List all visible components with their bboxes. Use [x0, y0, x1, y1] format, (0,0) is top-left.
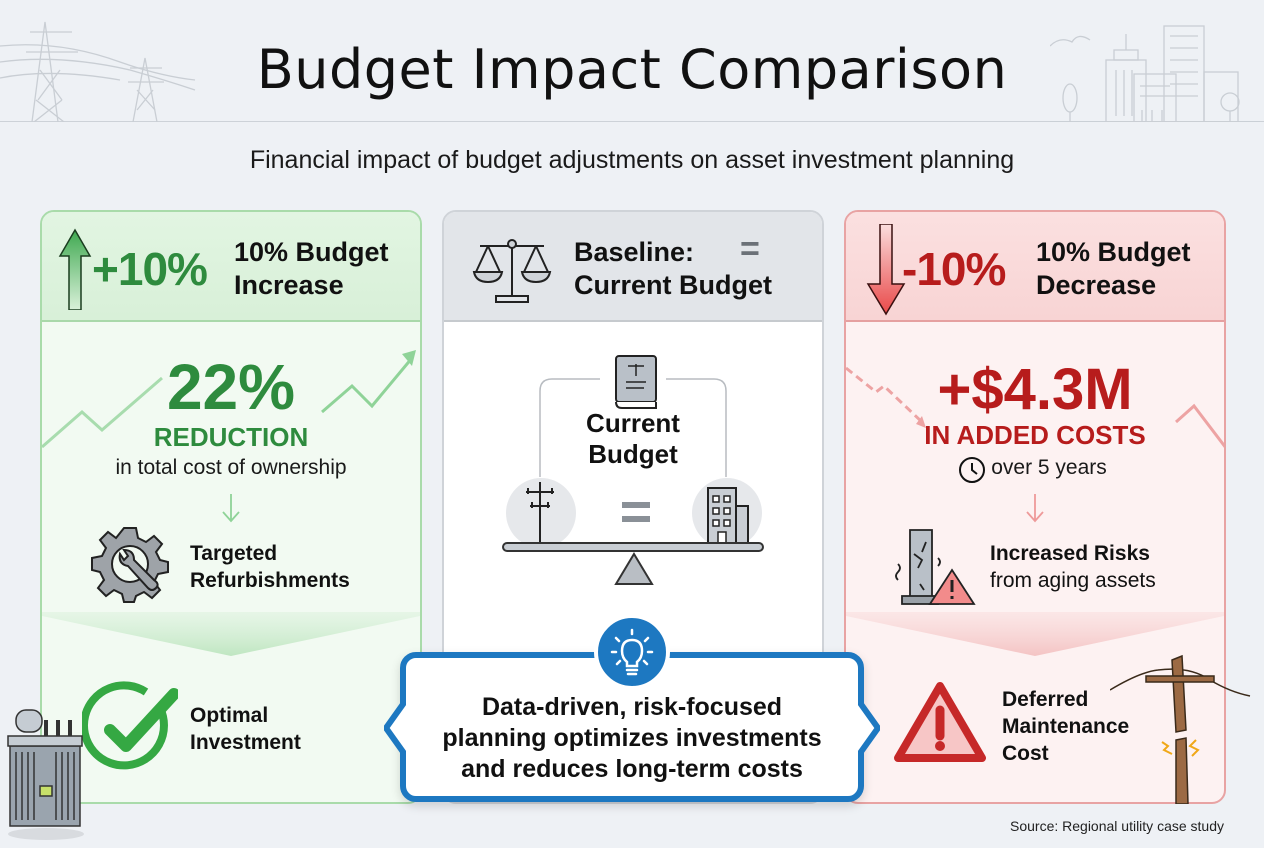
callout-line: Data-driven, risk-focused [481, 693, 783, 721]
current-budget-center-label: Current Budget [444, 408, 822, 470]
targeted-refurbishments-label: Targeted Refurbishments [190, 540, 350, 594]
decrease-label: 10% Budget Decrease [1036, 236, 1191, 302]
callout-left-notch [384, 700, 406, 756]
increase-percent: +10% [92, 243, 208, 295]
equals-icon: = [740, 230, 760, 268]
added-costs-kicker: IN ADDED COSTS [924, 420, 1146, 450]
scales-of-justice-icon [472, 239, 552, 303]
balance-equals-icon [622, 502, 650, 522]
up-arrow-icon [58, 228, 92, 310]
lightbulb-icon [610, 628, 654, 676]
label-line: 10% Budget [1036, 237, 1191, 267]
cracked-pillar-warning-icon [895, 529, 976, 605]
label-line: Refurbishments [190, 569, 350, 592]
flow-down-arrow-icon [222, 494, 240, 523]
callout-text: Data-driven, risk-focused planning optim… [406, 692, 858, 785]
page-subtitle: Financial impact of budget adjustments o… [249, 146, 1015, 174]
label-line: Maintenance [1002, 715, 1130, 738]
increased-risks-label: Increased Risks from aging assets [990, 540, 1156, 594]
tco-reduction-value: 22% [166, 351, 296, 423]
bracket-connector [539, 378, 727, 477]
checkmark-circle-icon [82, 681, 178, 770]
budget-decrease-panel: -10% 10% Budget Decrease +$4.3M IN ADDED… [844, 210, 1226, 804]
label-line: Cost [1002, 742, 1049, 765]
callout-line: and reduces long-term costs [461, 755, 803, 783]
reduction-kicker: REDUCTION [153, 422, 309, 452]
decrease-percent: -10% [902, 243, 1006, 295]
budget-increase-panel: +10% 10% Budget Increase 22% REDUCTION i… [40, 210, 422, 804]
deferred-maintenance-label: Deferred Maintenance Cost [1002, 686, 1129, 767]
label-line: Optimal [190, 704, 269, 727]
clock-icon [959, 457, 985, 483]
utility-pole-icon [526, 482, 554, 546]
optimal-investment-label: Optimal Investment [190, 702, 301, 756]
lightbulb-badge [594, 614, 670, 690]
label-line: Increased Risks [990, 542, 1150, 565]
label-line: Decrease [1036, 270, 1157, 300]
warning-triangle-icon [894, 682, 986, 762]
label-line: Baseline: [574, 237, 695, 267]
increase-label: 10% Budget Increase [234, 236, 389, 302]
page-title: Budget Impact Comparison [256, 38, 1008, 101]
reduction-caption: in total cost of ownership [115, 456, 347, 479]
label-line: Current [586, 408, 680, 438]
label-line: Increase [234, 270, 344, 300]
added-costs-value: +$4.3M [937, 357, 1133, 422]
down-arrow-icon [866, 224, 906, 316]
city-skyline-illustration-icon [1050, 25, 1260, 122]
label-line: Investment [190, 731, 301, 754]
callout-line: planning optimizes investments [442, 724, 822, 752]
seesaw-fulcrum-icon [614, 552, 654, 585]
transformer-icon [7, 709, 84, 840]
seesaw-beam [502, 542, 764, 552]
timeframe-caption: over 5 years [991, 456, 1107, 479]
chevron-divider [42, 612, 420, 656]
source-citation: Source: Regional utility case study [1010, 818, 1224, 834]
label-line: Budget [588, 439, 678, 469]
label-line: Deferred [1002, 688, 1089, 711]
falling-trend-line-icon [846, 366, 1224, 448]
panel-header: Baseline: Current Budget = [444, 212, 822, 322]
chevron-divider [846, 612, 1224, 656]
broken-utility-pole-icon [1110, 654, 1251, 804]
label-line: Current Budget [574, 270, 772, 300]
flow-down-arrow-icon [1026, 494, 1044, 523]
label-line: 10% Budget [234, 237, 389, 267]
callout-right-notch [858, 700, 880, 756]
gear-wrench-icon [91, 527, 169, 603]
label-line: Targeted [190, 542, 278, 565]
label-line: from aging assets [990, 569, 1156, 592]
law-book-icon [615, 355, 657, 409]
panel-header: -10% 10% Budget Decrease [846, 212, 1224, 322]
header: Budget Impact Comparison [0, 0, 1264, 122]
power-lines-illustration-icon [0, 21, 196, 122]
panel-header: +10% 10% Budget Increase [42, 212, 420, 322]
office-building-icon [707, 487, 749, 544]
baseline-label: Baseline: Current Budget [574, 236, 772, 302]
rising-trend-line-icon [42, 350, 416, 449]
